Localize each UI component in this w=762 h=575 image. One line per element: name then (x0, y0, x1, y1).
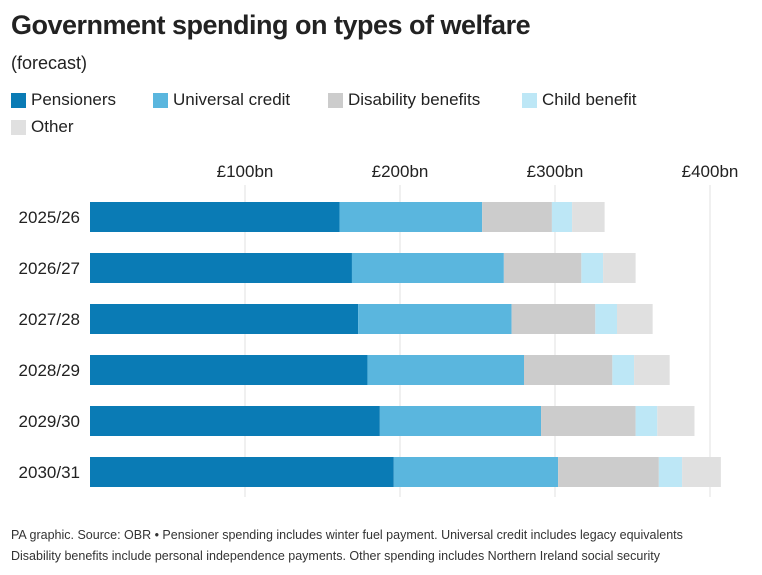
bar-segment-pensioners (90, 202, 340, 232)
bar-segment-child-benefit (612, 355, 635, 385)
bar-segment-child-benefit (658, 457, 683, 487)
footer-line-1: PA graphic. Source: OBR • Pensioner spen… (11, 528, 683, 542)
legend-swatch-other (11, 119, 26, 135)
stacked-bar-chart: £100bn £200bn £300bn £400bn 2025/26 2026/27 20… (19, 162, 739, 497)
y-category-label: 2027/28 (19, 310, 80, 329)
legend-label-pensioners: Pensioners (31, 90, 117, 109)
bar-segment-other (617, 304, 653, 334)
bar-segment-disability-benefits (524, 355, 613, 385)
legend-swatch-child-benefit (522, 92, 537, 108)
bar-segment-child-benefit (635, 406, 658, 436)
chart-subtitle: (forecast) (11, 53, 88, 73)
bar-segment-universal-credit (367, 355, 524, 385)
bar-segment-universal-credit (393, 457, 559, 487)
bar-segment-universal-credit (351, 253, 504, 283)
bar-segment-pensioners (90, 406, 380, 436)
bar-segment-pensioners (90, 355, 368, 385)
bar-segment-other (603, 253, 636, 283)
bar-segment-pensioners (90, 304, 359, 334)
legend-item-disability-benefits: Disability benefits (328, 90, 480, 110)
legend-item-child-benefit: Child benefit (522, 90, 637, 110)
bar-segment-other (634, 355, 670, 385)
x-tick-label: £300bn (527, 162, 584, 181)
x-tick-label: £400bn (682, 162, 739, 181)
bar-segment-child-benefit (581, 253, 604, 283)
bar-segment-disability-benefits (482, 202, 552, 232)
legend-item-universal-credit: Universal credit (153, 90, 290, 110)
bar-segment-disability-benefits (558, 457, 659, 487)
footer-line-2: Disability benefits include personal ind… (11, 549, 660, 563)
legend-item-other: Other (11, 117, 74, 137)
bar-segment-other (682, 457, 721, 487)
bar-segment-universal-credit (339, 202, 483, 232)
bar-segment-child-benefit (595, 304, 617, 334)
bar-segment-disability-benefits (503, 253, 582, 283)
chart-title: Government spending on types of welfare (11, 10, 531, 40)
bar-segment-disability-benefits (541, 406, 636, 436)
y-category-label: 2030/31 (19, 463, 80, 482)
bar-segment-pensioners (90, 457, 394, 487)
legend-label-disability-benefits: Disability benefits (348, 90, 481, 109)
legend-label-other: Other (31, 117, 74, 136)
y-category-label: 2028/29 (19, 361, 80, 380)
legend-label-child-benefit: Child benefit (542, 90, 637, 109)
y-category-label: 2026/27 (19, 259, 80, 278)
legend-swatch-disability-benefits (328, 92, 343, 108)
y-category-label: 2025/26 (19, 208, 80, 227)
legend-label-universal-credit: Universal credit (173, 90, 291, 109)
y-category-label: 2029/30 (19, 412, 80, 431)
legend-swatch-pensioners (11, 92, 26, 108)
bar-segment-child-benefit (551, 202, 573, 232)
bar-segment-pensioners (90, 253, 352, 283)
bar-segment-other (572, 202, 605, 232)
bar-segment-other (657, 406, 695, 436)
x-tick-label: £100bn (217, 162, 274, 181)
bar-segment-universal-credit (358, 304, 512, 334)
legend-item-pensioners: Pensioners (11, 90, 116, 110)
x-tick-label: £200bn (372, 162, 429, 181)
bar-segment-disability-benefits (511, 304, 596, 334)
bar-segment-universal-credit (379, 406, 542, 436)
legend-swatch-universal-credit (153, 92, 168, 108)
footer-note: PA graphic. Source: OBR • Pensioner spen… (11, 525, 683, 567)
